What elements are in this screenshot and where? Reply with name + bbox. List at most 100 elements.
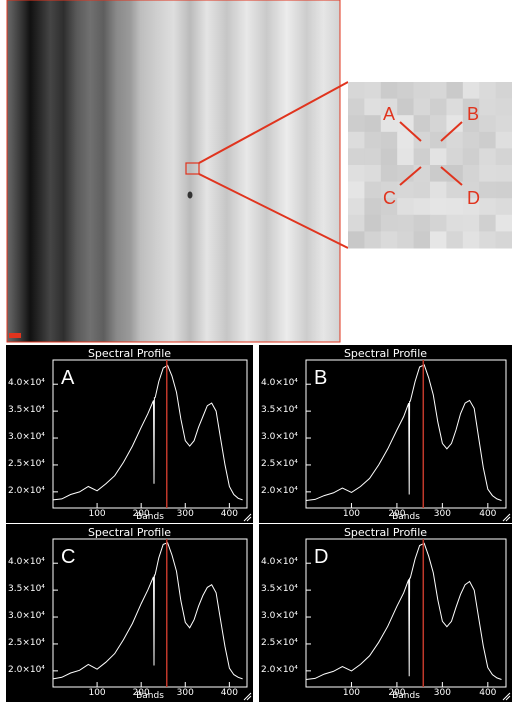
- y-tick-label: 3.5×10⁴: [261, 405, 298, 416]
- zoom-pixel: [348, 181, 365, 199]
- zoom-pixel: [495, 148, 512, 166]
- zoom-pixel: [413, 165, 431, 183]
- zoomed-pixel-grid: [348, 82, 512, 249]
- y-tick-label: 2.0×10⁴: [8, 664, 45, 675]
- zoom-pixel: [413, 131, 431, 149]
- hyperspectral-image-area: [6, 0, 512, 343]
- zoom-pixel: [430, 82, 447, 100]
- zoom-pixel: [430, 115, 447, 133]
- spectral-panel-b: Spectral Profile B 100 200 300 400 2.0×10⁴ 2.…: [259, 345, 512, 523]
- x-tick-label: 100: [342, 509, 361, 519]
- resize-grip-icon[interactable]: [243, 692, 252, 701]
- zoom-pixel: [364, 115, 382, 133]
- zoom-pixel: [462, 82, 480, 100]
- y-tick-label: 3.0×10⁴: [8, 611, 45, 622]
- zoom-pixel: [380, 148, 398, 166]
- zoom-pixel: [479, 181, 497, 199]
- zoom-pixel: [446, 98, 464, 116]
- arrow-a: [399, 121, 422, 142]
- zoom-pixel: [364, 82, 382, 100]
- zoom-arrows: [399, 121, 463, 186]
- zoom-pixel: [413, 148, 431, 166]
- zoom-pixel: [462, 214, 480, 232]
- spectral-profile-line: [52, 542, 243, 680]
- y-tick-label: 3.5×10⁴: [8, 584, 45, 595]
- zoom-pixel: [413, 231, 431, 249]
- zoom-pixel: [430, 148, 447, 166]
- y-tick-label: 4.0×10⁴: [261, 557, 298, 568]
- spectral-profile-line: [52, 364, 243, 501]
- zoom-pixel: [364, 214, 382, 232]
- zoom-pixel: [397, 131, 415, 149]
- spectral-profile-line: [305, 364, 502, 501]
- zoom-pixel: [446, 165, 464, 183]
- zoom-pixel: [495, 82, 512, 100]
- spectral-profile-line: [305, 542, 502, 680]
- zoom-pixel: [348, 131, 365, 149]
- y-tick-label: 3.0×10⁴: [261, 611, 298, 622]
- zoom-pixel: [380, 98, 398, 116]
- zoom-pixel: [479, 231, 497, 249]
- zoom-label-b: B: [467, 104, 480, 124]
- zoom-pixel: [380, 115, 398, 133]
- zoom-pixel: [430, 231, 447, 249]
- zoom-pixel: [397, 98, 415, 116]
- zoom-pixel: [495, 214, 512, 232]
- x-tick-label: 200: [132, 509, 150, 519]
- zoom-pixel: [446, 131, 464, 149]
- zoom-pixel: [479, 214, 497, 232]
- y-tick-label: 2.5×10⁴: [8, 637, 45, 648]
- zoom-pixel: [348, 82, 365, 100]
- selection-box: [185, 162, 200, 175]
- panel-title: Spectral Profile: [87, 347, 172, 360]
- panel-label: D: [314, 546, 329, 568]
- zoom-pixel: [446, 82, 464, 100]
- scale-marker: [9, 333, 21, 338]
- zoom-pixel: [364, 148, 382, 166]
- zoom-label-c: C: [383, 188, 396, 208]
- zoom-pixel: [462, 181, 480, 199]
- y-tick-label: 4.0×10⁴: [8, 557, 45, 568]
- zoom-pixel: [397, 198, 415, 216]
- x-axis-label: Bands: [392, 691, 420, 701]
- zoom-pixel: [479, 98, 497, 116]
- y-tick-label: 3.0×10⁴: [8, 432, 45, 443]
- x-tick-label: 200: [388, 509, 406, 519]
- resize-grip-icon[interactable]: [502, 692, 511, 701]
- zoom-pixel: [380, 131, 398, 149]
- y-tick-label: 2.5×10⁴: [8, 458, 45, 469]
- zoom-pixel: [364, 165, 382, 183]
- zoom-label-a: A: [383, 104, 396, 124]
- y-tick-label: 3.5×10⁴: [261, 584, 298, 595]
- zoom-pixel: [380, 165, 398, 183]
- zoom-pixel: [495, 98, 512, 116]
- zoom-pixel: [479, 131, 497, 149]
- x-tick-label: 400: [479, 688, 497, 698]
- zoom-pixel: [413, 82, 431, 100]
- panel-label: C: [61, 546, 76, 568]
- zoom-pixel: [413, 198, 431, 216]
- zoom-pixel: [430, 131, 447, 149]
- resize-grip-icon[interactable]: [502, 513, 511, 522]
- zoom-pixel: [479, 148, 497, 166]
- x-tick-label: 100: [88, 509, 106, 519]
- zoom-line-top: [198, 81, 349, 164]
- zoom-pixel: [413, 214, 431, 232]
- x-tick-label: 400: [479, 509, 497, 519]
- y-tick-label: 2.0×10⁴: [8, 485, 45, 496]
- zoom-pixel: [479, 115, 497, 133]
- x-tick-label: 100: [88, 688, 106, 698]
- zoom-pixel: [479, 165, 497, 183]
- zoom-pixel: [446, 148, 464, 166]
- profile-plot: [305, 359, 511, 522]
- resize-grip-icon[interactable]: [243, 513, 252, 522]
- profile-plot: [305, 538, 511, 701]
- plot-frame: [52, 359, 248, 509]
- plot-frame: [52, 538, 248, 688]
- zoom-pixel: [397, 148, 415, 166]
- zoom-pixel: [462, 131, 480, 149]
- x-tick-label: 400: [220, 688, 238, 698]
- plot-frame: [305, 359, 507, 509]
- y-tick-label: 4.0×10⁴: [8, 378, 45, 389]
